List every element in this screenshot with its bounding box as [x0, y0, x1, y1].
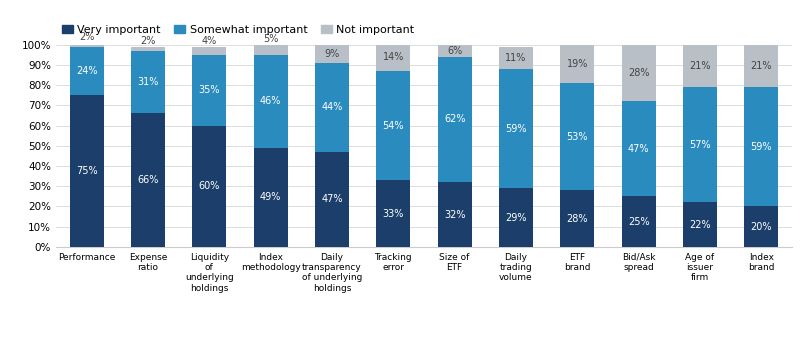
Text: 66%: 66%: [138, 175, 158, 185]
Text: 20%: 20%: [750, 222, 772, 232]
Text: 9%: 9%: [324, 49, 340, 59]
Text: 4%: 4%: [202, 36, 217, 46]
Text: 21%: 21%: [750, 61, 772, 71]
Bar: [438, 45, 471, 57]
Bar: [131, 51, 165, 114]
Bar: [377, 71, 410, 180]
Bar: [254, 45, 287, 55]
Text: 28%: 28%: [566, 214, 588, 224]
Bar: [70, 47, 103, 95]
Bar: [499, 188, 533, 247]
Text: 33%: 33%: [382, 209, 404, 218]
Bar: [315, 45, 349, 63]
Text: 46%: 46%: [260, 96, 282, 106]
Text: 32%: 32%: [444, 210, 466, 220]
Bar: [438, 57, 471, 182]
Text: 5%: 5%: [263, 34, 278, 44]
Bar: [131, 114, 165, 247]
Bar: [254, 55, 287, 148]
Text: 25%: 25%: [628, 217, 650, 227]
Text: 75%: 75%: [76, 166, 98, 176]
Text: 2%: 2%: [140, 36, 156, 46]
Text: 19%: 19%: [566, 59, 588, 69]
Bar: [254, 148, 287, 247]
Bar: [499, 47, 533, 69]
Text: 6%: 6%: [447, 46, 462, 56]
Text: 60%: 60%: [198, 181, 220, 191]
Bar: [622, 101, 655, 196]
Bar: [745, 45, 778, 87]
Bar: [377, 180, 410, 247]
Text: 28%: 28%: [628, 68, 650, 78]
Text: 57%: 57%: [689, 140, 711, 150]
Bar: [561, 190, 594, 247]
Text: 22%: 22%: [689, 220, 711, 230]
Bar: [683, 87, 717, 202]
Text: 31%: 31%: [138, 77, 158, 87]
Bar: [561, 83, 594, 190]
Bar: [622, 45, 655, 101]
Bar: [315, 63, 349, 152]
Text: 29%: 29%: [506, 213, 526, 223]
Bar: [499, 69, 533, 188]
Bar: [193, 126, 226, 247]
Text: 35%: 35%: [198, 85, 220, 95]
Text: 44%: 44%: [322, 102, 342, 112]
Text: 47%: 47%: [322, 194, 342, 204]
Text: 59%: 59%: [750, 142, 772, 152]
Bar: [561, 45, 594, 83]
Bar: [70, 95, 103, 247]
Text: 14%: 14%: [382, 52, 404, 62]
Bar: [622, 196, 655, 247]
Text: 47%: 47%: [628, 144, 650, 154]
Text: 62%: 62%: [444, 115, 466, 125]
Text: 59%: 59%: [506, 123, 526, 133]
Bar: [683, 45, 717, 87]
Bar: [438, 182, 471, 247]
Text: 21%: 21%: [690, 61, 710, 71]
Text: 11%: 11%: [506, 53, 526, 63]
Text: 49%: 49%: [260, 192, 282, 202]
Bar: [745, 87, 778, 206]
Text: 24%: 24%: [76, 66, 98, 76]
Bar: [193, 55, 226, 126]
Text: 54%: 54%: [382, 120, 404, 131]
Bar: [315, 152, 349, 247]
Bar: [683, 202, 717, 247]
Bar: [131, 47, 165, 51]
Text: 53%: 53%: [566, 132, 588, 142]
Legend: Very important, Somewhat important, Not important: Very important, Somewhat important, Not …: [62, 25, 414, 35]
Bar: [193, 47, 226, 55]
Bar: [70, 43, 103, 47]
Text: 2%: 2%: [79, 32, 94, 42]
Bar: [745, 206, 778, 247]
Bar: [377, 43, 410, 71]
